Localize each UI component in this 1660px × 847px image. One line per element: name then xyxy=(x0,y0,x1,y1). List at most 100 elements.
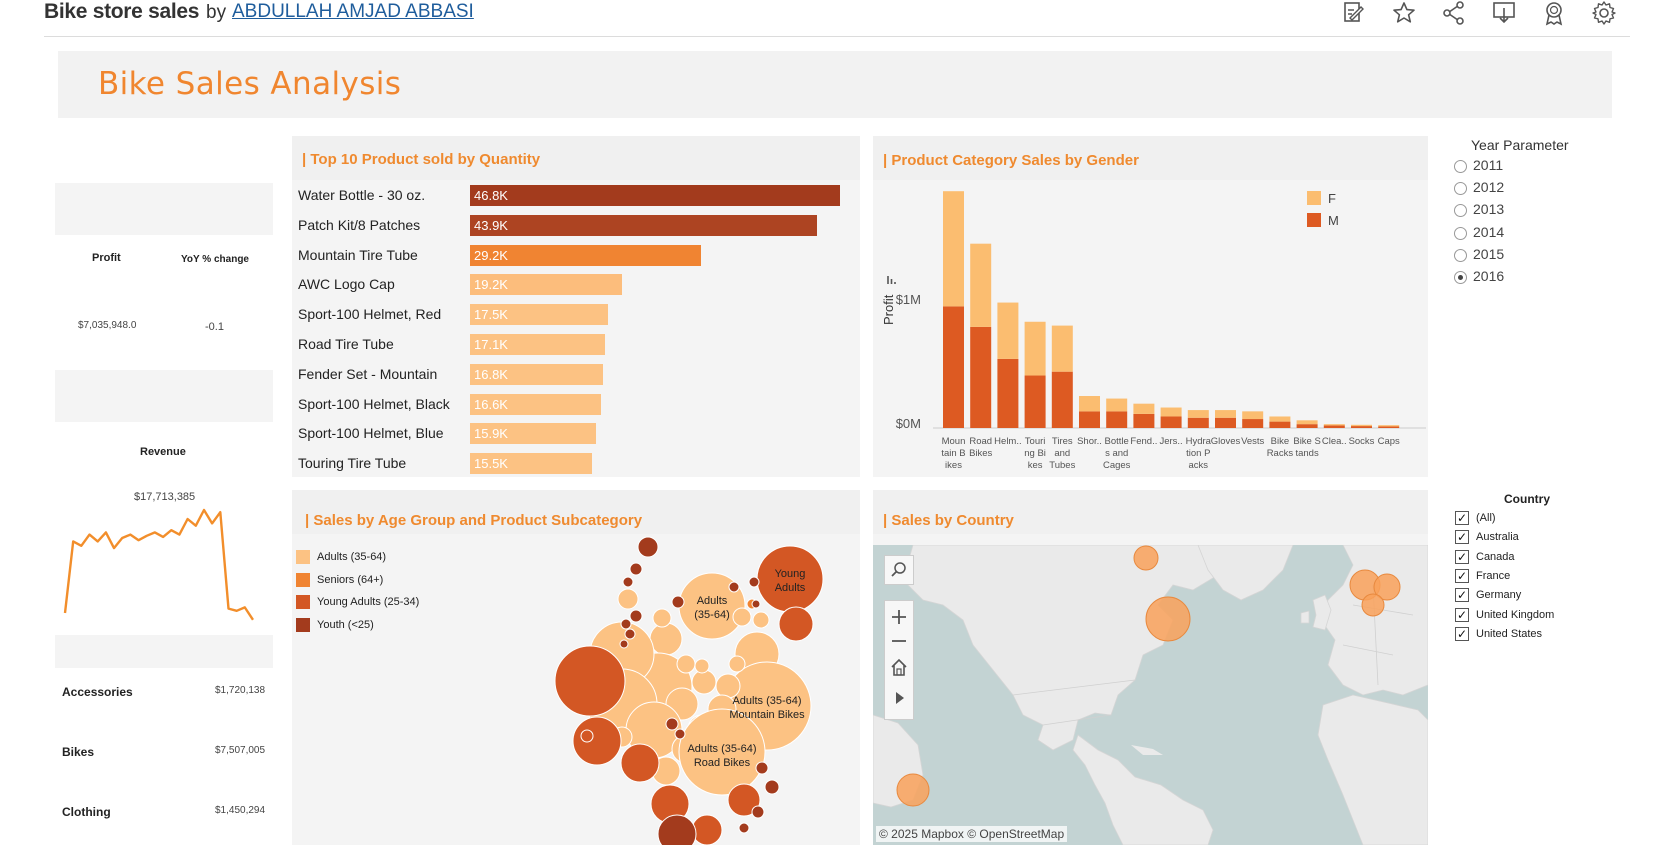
country-checkbox[interactable]: ✓ xyxy=(1455,511,1469,525)
sort-icon[interactable] xyxy=(887,276,896,284)
bar-female[interactable] xyxy=(1133,403,1155,414)
bar-female[interactable] xyxy=(1269,416,1291,422)
bubble[interactable] xyxy=(671,595,685,609)
share-icon[interactable] xyxy=(1441,0,1467,26)
year-radio[interactable] xyxy=(1454,248,1467,262)
world-map[interactable] xyxy=(873,545,1428,845)
bar-male[interactable] xyxy=(1160,416,1182,428)
bubble[interactable] xyxy=(732,607,752,627)
bar-male[interactable] xyxy=(1051,371,1073,428)
product-bar[interactable]: 15.9K xyxy=(470,423,596,445)
bar-male[interactable] xyxy=(1187,417,1209,428)
bar-male[interactable] xyxy=(1323,425,1345,428)
year-radio[interactable] xyxy=(1454,226,1467,240)
product-bar[interactable]: 19.2K xyxy=(470,274,622,296)
country-checkbox[interactable]: ✓ xyxy=(1455,588,1469,603)
bubble[interactable] xyxy=(755,761,769,775)
bubble[interactable] xyxy=(617,588,639,610)
bubble[interactable] xyxy=(751,599,761,609)
product-bar[interactable]: 15.5K xyxy=(470,453,593,475)
year-radio[interactable] xyxy=(1454,160,1467,173)
bar-male[interactable] xyxy=(1351,426,1372,428)
bar-male[interactable] xyxy=(943,306,964,428)
product-bar[interactable]: 43.9K xyxy=(470,214,817,236)
product-bar[interactable]: 17.1K xyxy=(470,334,606,355)
bubble[interactable] xyxy=(764,779,780,795)
bubble[interactable] xyxy=(554,645,626,717)
bubble[interactable] xyxy=(676,654,696,674)
bubble[interactable] xyxy=(572,716,622,766)
bubble[interactable] xyxy=(629,609,643,623)
bar-female[interactable] xyxy=(1351,424,1372,427)
bubble[interactable] xyxy=(748,576,760,588)
bubble[interactable] xyxy=(751,805,765,819)
bubble[interactable] xyxy=(629,562,643,576)
bar-female[interactable] xyxy=(970,243,992,327)
bubble[interactable] xyxy=(652,608,672,628)
bar-female[interactable] xyxy=(1242,411,1264,420)
bar-female[interactable] xyxy=(1079,396,1100,412)
bubble[interactable] xyxy=(678,708,766,796)
country-checkbox[interactable]: ✓ xyxy=(1455,530,1469,545)
bubble[interactable] xyxy=(674,728,686,740)
bubble[interactable] xyxy=(691,669,717,695)
bubble[interactable] xyxy=(657,814,697,845)
bubble[interactable] xyxy=(752,611,770,629)
product-bar[interactable]: 29.2K xyxy=(470,244,701,266)
zoom-out-icon[interactable] xyxy=(885,630,913,652)
country-checkbox[interactable]: ✓ xyxy=(1455,549,1469,564)
country-checkbox[interactable]: ✓ xyxy=(1455,607,1469,622)
bubble[interactable] xyxy=(580,729,594,743)
product-bar[interactable]: 16.8K xyxy=(470,363,603,385)
bar-male[interactable] xyxy=(1378,426,1400,428)
product-bar[interactable]: 17.5K xyxy=(470,304,609,326)
bar-female[interactable] xyxy=(997,302,1019,359)
bar-male[interactable] xyxy=(970,326,992,428)
zoom-in-icon[interactable] xyxy=(885,606,913,628)
bubble[interactable] xyxy=(624,628,636,640)
year-radio[interactable] xyxy=(1454,204,1467,218)
bar-male[interactable] xyxy=(1024,375,1046,428)
bubble[interactable] xyxy=(637,536,659,558)
product-bar[interactable]: 16.6K xyxy=(470,393,602,415)
bubble[interactable] xyxy=(622,576,634,588)
bubble[interactable] xyxy=(728,581,740,593)
bar-male[interactable] xyxy=(1296,424,1318,428)
bar-male[interactable] xyxy=(1215,417,1236,428)
bubble[interactable] xyxy=(619,639,629,649)
map-attribution[interactable]: © 2025 Mapbox © OpenStreetMap xyxy=(876,826,1068,842)
bubble[interactable] xyxy=(665,717,679,731)
bar-female[interactable] xyxy=(1378,425,1400,427)
star-icon[interactable] xyxy=(1391,0,1417,26)
author-link[interactable]: ABDULLAH AMJAD ABBASI xyxy=(232,1,474,22)
bar-male[interactable] xyxy=(997,358,1019,428)
bar-male[interactable] xyxy=(1269,421,1291,428)
bar-female[interactable] xyxy=(1296,420,1318,425)
bar-male[interactable] xyxy=(1079,411,1100,428)
bubble[interactable] xyxy=(620,743,660,783)
year-radio[interactable] xyxy=(1454,182,1467,196)
bubble[interactable] xyxy=(649,622,683,656)
bar-female[interactable] xyxy=(1187,410,1209,418)
bubble[interactable] xyxy=(727,783,761,817)
bar-male[interactable] xyxy=(1106,411,1128,428)
bar-female[interactable] xyxy=(1024,321,1046,376)
bar-female[interactable] xyxy=(1051,325,1073,372)
bubble[interactable] xyxy=(738,822,750,834)
award-icon[interactable] xyxy=(1541,0,1567,26)
gear-icon[interactable] xyxy=(1591,0,1617,26)
bar-male[interactable] xyxy=(1133,413,1155,428)
bubble[interactable] xyxy=(778,606,814,642)
bar-female[interactable] xyxy=(1106,398,1128,412)
bubble[interactable] xyxy=(691,814,723,845)
bubble[interactable] xyxy=(728,655,746,673)
product-bar[interactable]: 46.8K xyxy=(470,185,840,206)
bar-female[interactable] xyxy=(943,191,964,307)
country-checkbox[interactable]: ✓ xyxy=(1455,626,1469,641)
bubble[interactable] xyxy=(694,658,710,674)
bar-female[interactable] xyxy=(1323,424,1345,426)
bubble[interactable] xyxy=(620,618,632,630)
home-icon[interactable] xyxy=(885,655,913,679)
download-icon[interactable] xyxy=(1491,0,1517,26)
year-radio[interactable] xyxy=(1454,271,1467,284)
